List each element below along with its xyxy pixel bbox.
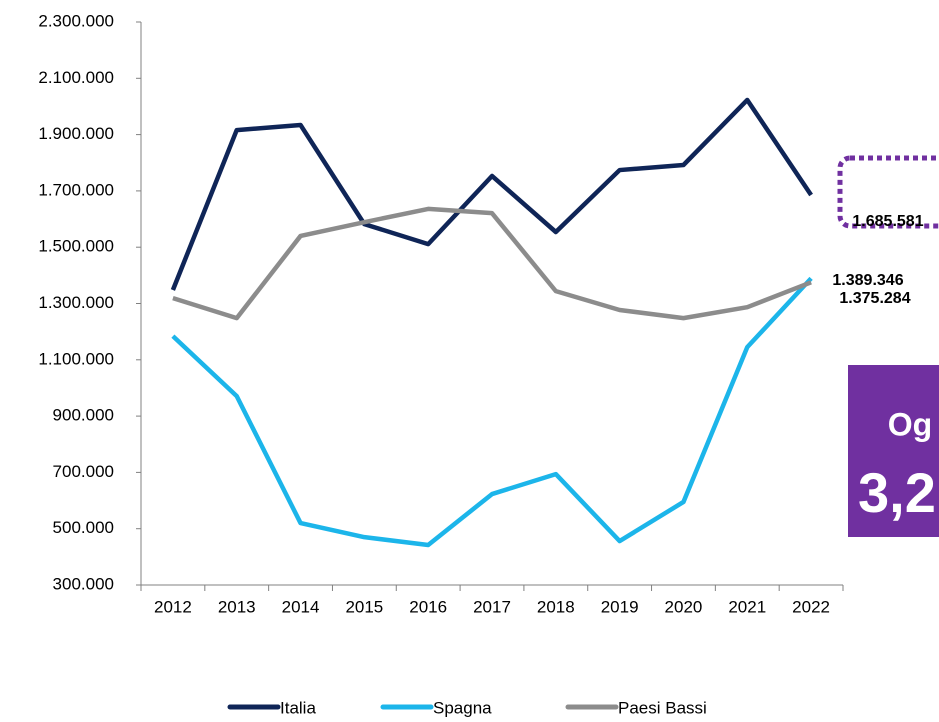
legend-label: Paesi Bassi <box>618 698 707 717</box>
x-tick-label: 2020 <box>665 597 703 616</box>
y-tick-label: 900.000 <box>53 406 114 425</box>
value-label: 1.375.284 <box>839 290 910 307</box>
y-tick-label: 500.000 <box>53 518 114 537</box>
x-tick-label: 2014 <box>282 597 320 616</box>
callout-number: 3,2 <box>858 461 936 524</box>
legend-label: Italia <box>280 698 316 717</box>
legend-label: Spagna <box>433 698 492 717</box>
y-tick-label: 1.100.000 <box>38 349 114 368</box>
y-tick-label: 1.900.000 <box>38 124 114 143</box>
y-tick-label: 300.000 <box>53 574 114 593</box>
x-tick-label: 2017 <box>473 597 511 616</box>
x-tick-label: 2021 <box>728 597 766 616</box>
series-line <box>172 206 812 321</box>
x-tick-label: 2012 <box>154 597 192 616</box>
x-tick-label: 2022 <box>792 597 830 616</box>
y-tick-label: 1.500.000 <box>38 237 114 256</box>
y-tick-label: 1.300.000 <box>38 293 114 312</box>
highlight-box <box>837 155 939 229</box>
value-label: 1.389.346 <box>832 272 903 289</box>
y-tick-label: 2.300.000 <box>38 11 114 30</box>
y-tick-label: 1.700.000 <box>38 180 114 199</box>
x-tick-label: 2016 <box>409 597 447 616</box>
callout-box <box>848 365 939 537</box>
y-tick-label: 700.000 <box>53 462 114 481</box>
callout-text: Og <box>888 406 932 442</box>
x-tick-label: 2019 <box>601 597 639 616</box>
x-tick-label: 2013 <box>218 597 256 616</box>
x-tick-label: 2018 <box>537 597 575 616</box>
x-tick-label: 2015 <box>345 597 383 616</box>
series-line <box>171 276 813 548</box>
series-line <box>170 97 813 291</box>
y-tick-label: 2.100.000 <box>38 68 114 87</box>
value-label: 1.685.581 <box>852 213 923 230</box>
